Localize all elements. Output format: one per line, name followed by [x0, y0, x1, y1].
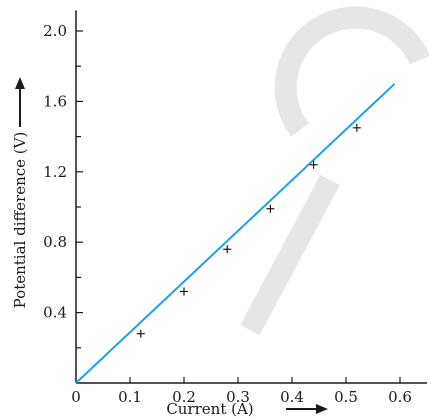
y-axis-title: Potential difference (V) [11, 132, 29, 309]
y-tick-label: 0.4 [43, 304, 67, 322]
x-axis-arrow-head [316, 404, 328, 414]
data-point [309, 160, 318, 169]
axis-titles: Potential difference (V) Current (A) [11, 77, 328, 418]
watermark [240, 6, 431, 336]
y-tick-label: 0.8 [43, 233, 67, 251]
data-point [266, 204, 275, 213]
x-tick-label: 0.3 [226, 388, 250, 406]
y-tick-label: 1.2 [43, 163, 67, 181]
x-tick-label: 0.2 [172, 388, 196, 406]
data-point [223, 245, 232, 254]
axes [75, 10, 427, 384]
data-point [180, 287, 188, 296]
data-point [352, 123, 361, 132]
x-tick-label: 0 [71, 388, 81, 406]
x-tick-label: 0.1 [118, 388, 142, 406]
x-tick-label: 0.4 [280, 388, 304, 406]
x-tick-label: 0.5 [334, 388, 358, 406]
data-point [136, 329, 145, 338]
y-tick-label: 1.6 [43, 92, 67, 110]
fit-line-group [75, 83, 396, 384]
y-tick-label: 2.0 [43, 22, 67, 40]
ticks: 0.4 0.8 1.2 1.6 2.0 0 0.1 0.2 0.3 0.4 0.5 0.6 [43, 22, 412, 406]
fit-line [75, 83, 396, 384]
x-tick-label: 0.6 [388, 388, 412, 406]
data-points [136, 123, 361, 338]
x-axis-title: Current (A) [166, 400, 253, 418]
y-axis-arrow-head [15, 77, 25, 89]
y-axis-title-group: Potential difference (V) [11, 77, 29, 308]
